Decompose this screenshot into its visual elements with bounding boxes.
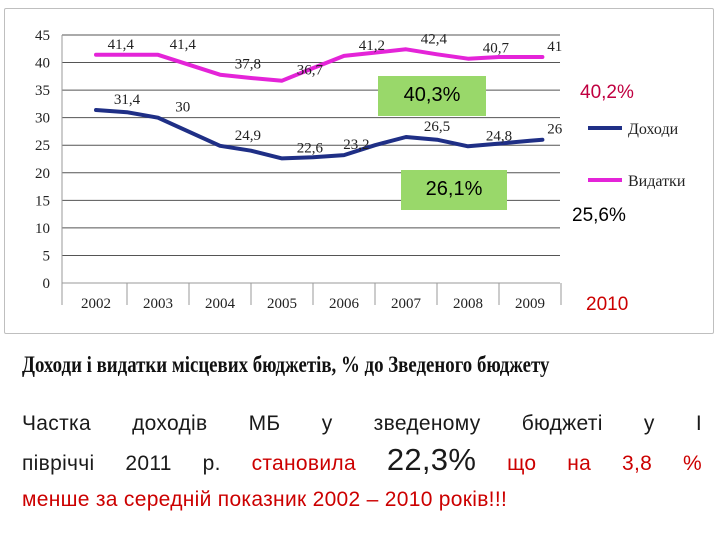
x-tick-label: 2007	[391, 296, 422, 312]
x-tick-label: 2003	[143, 296, 173, 312]
summary-line-1: Частка доходів МБ у зведеному бюджеті у …	[22, 412, 702, 435]
y-tick-label: 10	[35, 221, 50, 237]
expenditure-2010-callout: 40,3%	[378, 76, 486, 116]
y-tick-label: 20	[35, 166, 50, 182]
axes: 0 5 10 15 20 25 30 35 40 45 2002 2003 2004 2005 2006 20…	[35, 28, 562, 312]
y-tick-label: 25	[35, 138, 50, 154]
summary-line-2-highlight: становила	[251, 452, 356, 475]
summary-line-2-value: 22,3%	[386, 442, 477, 477]
chart-legend: Доходи Видатки	[588, 121, 686, 190]
data-label: 41,4	[170, 37, 197, 53]
y-tick-label: 0	[43, 276, 51, 292]
chart-caption: Доходи і видатки місцевих бюджетів, % до…	[22, 352, 550, 377]
data-label: 41	[547, 39, 562, 55]
x-tick-label: 2006	[329, 296, 360, 312]
data-labels: 31,4 30 24,9 22,6 23,2 26,5 24,8 26 41,4 41,4 37,8…	[108, 31, 563, 156]
data-label: 37,8	[235, 57, 261, 73]
summary-paragraph: Частка доходів МБ у зведеному бюджеті у …	[22, 406, 702, 518]
series-line	[94, 47, 545, 83]
data-label: 26	[547, 122, 563, 138]
x-tick-label: 2005	[267, 296, 297, 312]
x-tick-label: 2009	[515, 296, 545, 312]
data-label: 24,9	[235, 128, 261, 144]
y-tick-label: 40	[35, 56, 50, 72]
x-tick-label: 2002	[81, 296, 111, 312]
revenue-2010-callout: 26,1%	[401, 170, 507, 210]
data-label: 36,7	[297, 63, 324, 79]
data-label: 24,8	[486, 128, 512, 144]
y-tick-label: 30	[35, 111, 50, 127]
x-tick-label: 2008	[453, 296, 483, 312]
data-label: 26,5	[424, 119, 450, 135]
data-label: 41,4	[108, 37, 135, 53]
revenue-2010-value: 25,6%	[572, 205, 626, 226]
summary-line-2: півріччі 2011 р. становила 22,3% що на 3…	[22, 442, 702, 482]
y-tick-label: 5	[43, 248, 51, 264]
series-line	[94, 108, 545, 161]
data-label: 41,2	[359, 38, 385, 54]
data-label: 23,2	[343, 137, 369, 153]
data-label: 42,4	[421, 31, 448, 47]
expenditure-2010-value: 40,2%	[580, 82, 634, 103]
y-tick-label: 15	[35, 193, 50, 209]
summary-line-2-prefix: півріччі 2011 р.	[22, 452, 221, 475]
y-tick-label: 45	[35, 28, 50, 44]
summary-line-3: менше за середній показник 2002 – 2010 р…	[22, 488, 508, 511]
summary-line-2-suffix: що на 3,8 %	[507, 452, 702, 475]
legend-label: Видатки	[628, 173, 686, 190]
data-label: 30	[175, 100, 190, 116]
data-label: 31,4	[114, 92, 141, 108]
year-2010-label: 2010	[586, 294, 629, 315]
y-tick-label: 35	[35, 83, 50, 99]
data-label: 40,7	[483, 41, 510, 57]
data-label: 22,6	[297, 140, 324, 156]
x-tick-label: 2004	[205, 296, 236, 312]
legend-label: Доходи	[628, 121, 679, 138]
series-lines	[94, 47, 545, 161]
